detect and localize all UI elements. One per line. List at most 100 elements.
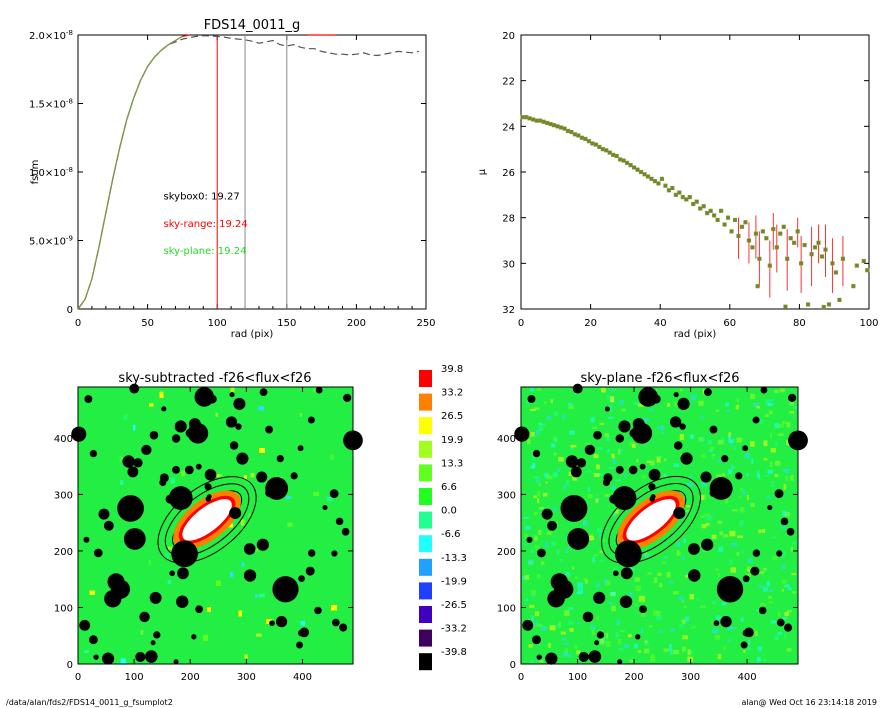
star-mask — [537, 548, 546, 558]
data-point — [753, 231, 758, 236]
noise-pixel — [525, 598, 529, 602]
star-mask — [161, 406, 167, 412]
profile-panel: rad (pix) μ 0 20 40 60 80 100 20 22 24 26 28 30 32 — [477, 31, 879, 340]
noise-pixel — [717, 459, 724, 463]
noise-pixel — [707, 439, 713, 445]
star-mask — [98, 508, 110, 520]
noise-pixel — [715, 568, 719, 572]
noise-pixel — [721, 601, 727, 606]
star-mask — [149, 591, 162, 604]
noise-pixel — [653, 577, 658, 584]
noise-pixel — [653, 610, 659, 616]
noise-pixel — [774, 474, 779, 478]
star-mask — [716, 576, 744, 603]
data-point — [583, 136, 588, 141]
noise-pixel — [735, 405, 739, 410]
data-point — [865, 268, 870, 273]
noise-pixel — [565, 480, 570, 486]
noise-pixel — [119, 456, 123, 462]
noise-pixel — [756, 471, 760, 477]
noise-pixel — [617, 638, 622, 645]
x-tick-label: 100 — [125, 672, 144, 683]
noise-pixel — [556, 467, 561, 472]
data-point — [673, 192, 678, 197]
star-mask — [742, 575, 750, 583]
data-point — [538, 118, 543, 123]
noise-pixel — [718, 573, 721, 578]
noise-pixel — [244, 654, 248, 659]
noise-pixel — [530, 465, 535, 469]
noise-pixel — [689, 651, 694, 654]
noise-pixel — [597, 473, 603, 476]
data-point — [722, 222, 727, 227]
data-point — [621, 158, 626, 163]
noise-pixel — [748, 639, 751, 645]
noise-pixel — [722, 473, 725, 476]
noise-pixel — [784, 468, 790, 474]
star-mask — [752, 549, 761, 557]
noise-pixel — [595, 498, 599, 503]
data-point — [677, 190, 682, 195]
star-mask — [567, 527, 590, 550]
noise-pixel — [600, 447, 603, 450]
noise-pixel — [765, 399, 771, 405]
noise-pixel — [640, 627, 644, 634]
noise-pixel — [757, 646, 763, 652]
star-mask — [206, 494, 212, 500]
noise-pixel — [779, 388, 786, 393]
star-mask — [721, 455, 729, 463]
noise-pixel — [89, 590, 95, 595]
star-mask — [204, 468, 217, 481]
noise-pixel — [619, 449, 623, 453]
data-point — [579, 135, 584, 140]
noise-pixel — [624, 474, 628, 477]
noise-pixel — [602, 538, 605, 542]
noise-pixel — [731, 627, 737, 630]
star-mask — [673, 441, 683, 450]
star-mask — [565, 455, 579, 468]
noise-pixel — [644, 553, 647, 556]
data-point — [569, 129, 574, 135]
noise-pixel — [763, 440, 768, 447]
star-mask — [526, 536, 533, 543]
noise-pixel — [712, 600, 716, 605]
star-mask — [752, 416, 760, 424]
noise-pixel — [619, 629, 625, 632]
data-point — [823, 247, 828, 252]
data-point — [799, 261, 804, 266]
star-mask — [774, 489, 784, 499]
noise-pixel — [604, 433, 609, 438]
noise-pixel — [639, 598, 644, 603]
noise-pixel — [700, 415, 704, 420]
star-mask — [593, 430, 602, 440]
noise-pixel — [670, 628, 675, 632]
star-mask — [603, 473, 613, 483]
star-mask — [596, 631, 605, 639]
data-point — [531, 117, 536, 122]
noise-pixel — [592, 426, 598, 430]
sky-plane-image-panel: sky-plane -f26<flux<f26 0 100 200 300 400 0 10… — [497, 371, 808, 683]
noise-pixel — [740, 487, 743, 491]
data-point — [701, 204, 706, 209]
noise-pixel — [535, 620, 538, 627]
data-point — [551, 123, 557, 128]
noise-pixel — [593, 454, 599, 458]
data-point — [788, 236, 793, 241]
noise-pixel — [792, 414, 795, 418]
noise-pixel — [524, 543, 528, 547]
noise-pixel — [600, 629, 604, 634]
star-mask — [103, 520, 114, 531]
data-point — [795, 229, 800, 234]
noise-pixel — [638, 403, 644, 407]
noise-pixel — [596, 493, 600, 496]
noise-pixel — [614, 509, 619, 514]
star-mask — [619, 595, 633, 608]
noise-pixel — [746, 566, 752, 572]
noise-pixel — [577, 581, 584, 588]
noise-pixel — [645, 641, 649, 646]
noise-pixel — [760, 602, 766, 608]
noise-pixel — [617, 448, 621, 455]
noise-pixel — [565, 548, 569, 554]
noise-pixel — [667, 402, 670, 407]
noise-pixel — [545, 481, 548, 484]
